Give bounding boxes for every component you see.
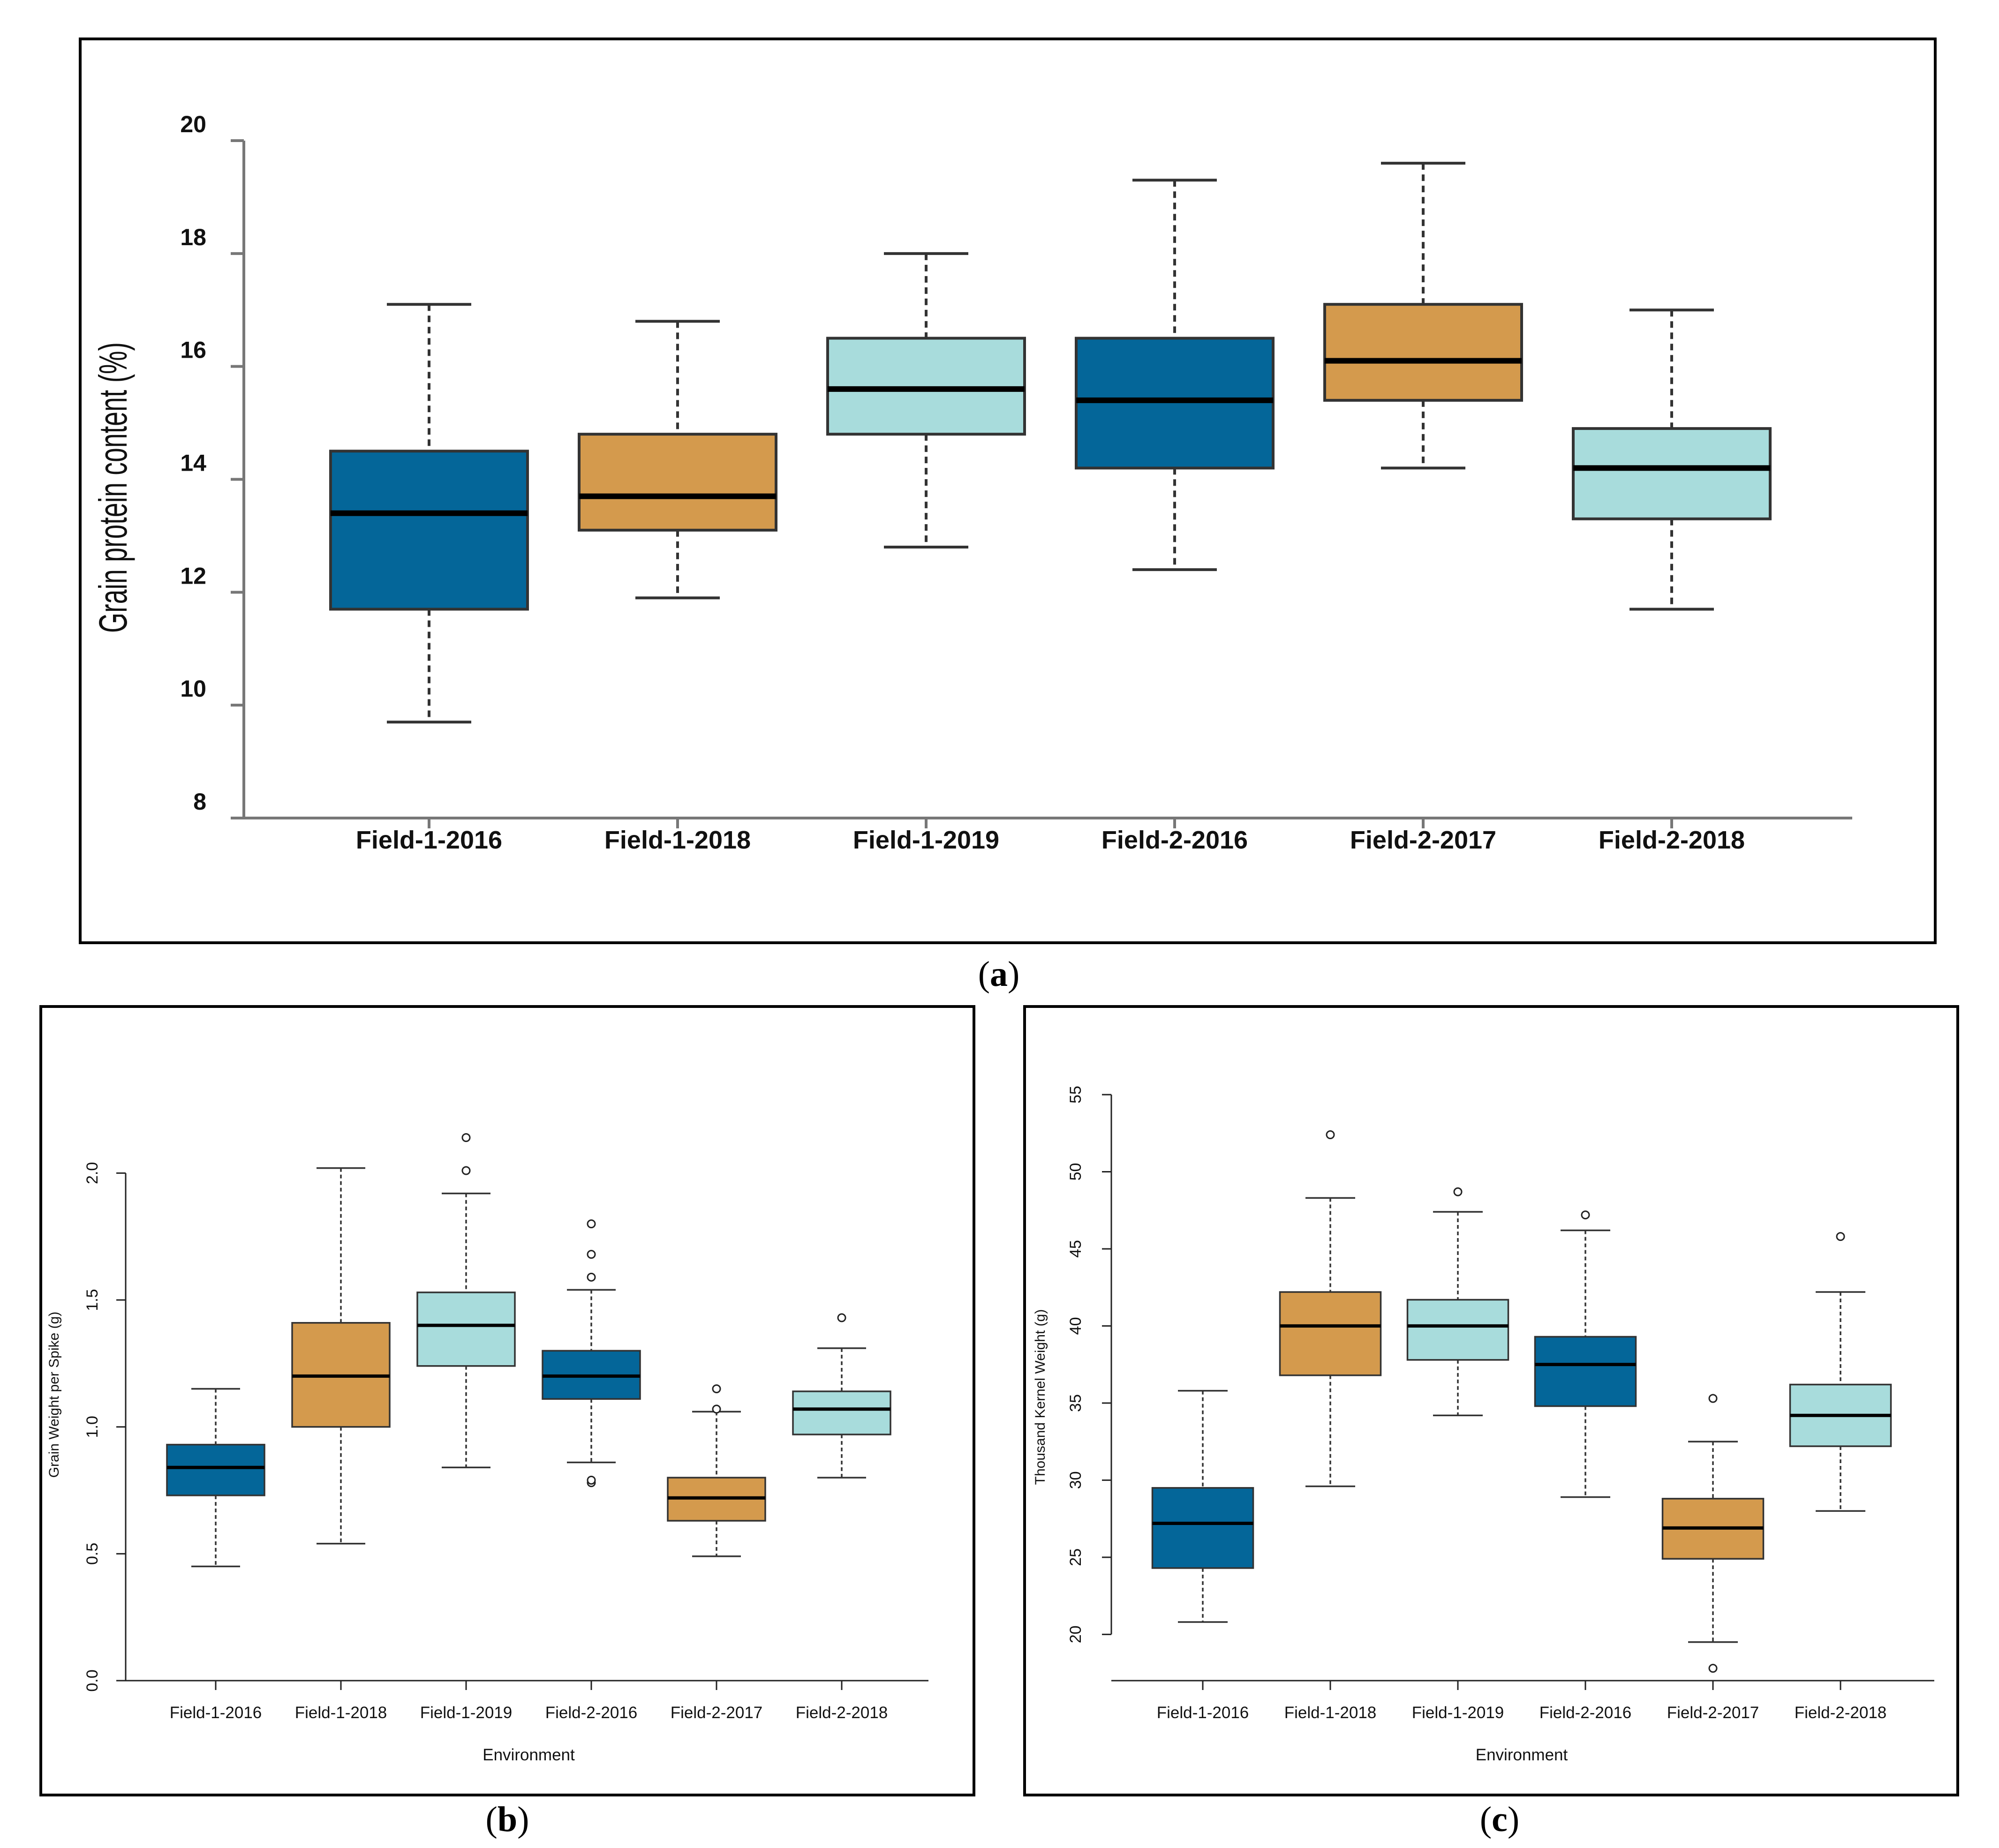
panel-c (1023, 1005, 1959, 1796)
y-tick-label: 18 (180, 224, 206, 250)
y-axis-title: Grain Weight per Spike (g) (46, 1312, 62, 1478)
caption-c: (c) (1479, 1800, 1520, 1839)
outlier-point (1836, 1232, 1845, 1241)
x-tick-label: Field-2-2017 (671, 1704, 763, 1722)
y-tick-label: 20 (1067, 1625, 1085, 1643)
y-tick-label: 12 (180, 563, 206, 589)
x-tick-label: Field-2-2018 (796, 1704, 888, 1722)
y-axis-title: Thousand Kernel Weight (g) (1033, 1309, 1048, 1485)
y-tick-label: 20 (180, 111, 206, 137)
outlier-point (1453, 1187, 1463, 1196)
x-tick-label: Field-1-2018 (604, 826, 751, 854)
box-iqr (1534, 1336, 1637, 1407)
x-axis-title: Environment (1476, 1746, 1568, 1764)
x-tick-label: Field-2-2017 (1667, 1704, 1759, 1722)
y-tick-label: 30 (1067, 1471, 1085, 1489)
y-tick-label: 50 (1067, 1163, 1085, 1181)
x-tick-label: Field-2-2016 (545, 1704, 638, 1722)
box-iqr (578, 433, 777, 532)
y-tick-label: 55 (1067, 1086, 1085, 1104)
y-tick-label: 2.0 (83, 1162, 101, 1184)
x-tick-label: Field-1-2019 (1412, 1704, 1504, 1722)
box-iqr (166, 1443, 265, 1496)
box-iqr (1279, 1291, 1382, 1376)
x-axis-title: Environment (483, 1746, 575, 1764)
outlier-point (587, 1272, 596, 1282)
box-iqr (792, 1390, 891, 1435)
box-iqr (1151, 1487, 1254, 1569)
y-tick-label: 1.5 (83, 1289, 101, 1311)
x-tick-label: Field-1-2018 (1284, 1704, 1377, 1722)
y-tick-label: 40 (1067, 1317, 1085, 1335)
box-iqr (1075, 337, 1275, 470)
x-tick-label: Field-2-2016 (1101, 826, 1248, 854)
outlier-point (461, 1166, 471, 1175)
x-tick-label: Field-1-2018 (295, 1704, 387, 1722)
box-iqr (416, 1292, 516, 1367)
outlier-point (1708, 1394, 1718, 1403)
y-tick-label: 25 (1067, 1548, 1085, 1566)
x-tick-label: Field-2-2018 (1795, 1704, 1887, 1722)
outlier-point (1326, 1130, 1335, 1140)
x-tick-label: Field-2-2018 (1599, 826, 1745, 854)
x-tick-label: Field-1-2019 (420, 1704, 513, 1722)
box-iqr (1406, 1299, 1509, 1361)
box-iqr (1323, 303, 1523, 402)
outlier-point (1581, 1210, 1590, 1220)
y-axis-title: Grain protein content (%) (91, 342, 135, 633)
x-tick-label: Field-1-2016 (170, 1704, 262, 1722)
x-tick-label: Field-1-2019 (853, 826, 999, 854)
y-tick-label: 0.0 (83, 1669, 101, 1691)
outlier-point (587, 1219, 596, 1229)
x-tick-label: Field-1-2016 (1157, 1704, 1249, 1722)
y-tick-label: 0.5 (83, 1543, 101, 1565)
box-iqr (1572, 427, 1772, 520)
outlier-point (461, 1133, 471, 1142)
x-tick-label: Field-2-2016 (1539, 1704, 1632, 1722)
x-tick-label: Field-2-2017 (1350, 826, 1496, 854)
caption-b: (b) (485, 1800, 529, 1839)
x-tick-label: Field-1-2016 (356, 826, 502, 854)
outlier-point (587, 1475, 596, 1485)
y-tick-label: 10 (180, 676, 206, 702)
box-iqr (826, 337, 1026, 436)
outlier-point (587, 1250, 596, 1259)
y-tick-label: 45 (1067, 1240, 1085, 1258)
outlier-point (837, 1313, 846, 1322)
outlier-point (712, 1384, 721, 1393)
caption-a: (a) (978, 954, 1020, 994)
box-iqr (329, 450, 529, 611)
outlier-point (1708, 1664, 1718, 1673)
y-tick-label: 16 (180, 337, 206, 363)
y-tick-label: 8 (193, 789, 206, 815)
outlier-point (712, 1405, 721, 1414)
y-tick-label: 35 (1067, 1394, 1085, 1412)
y-tick-label: 14 (180, 450, 206, 476)
y-tick-label: 1.0 (83, 1416, 101, 1438)
